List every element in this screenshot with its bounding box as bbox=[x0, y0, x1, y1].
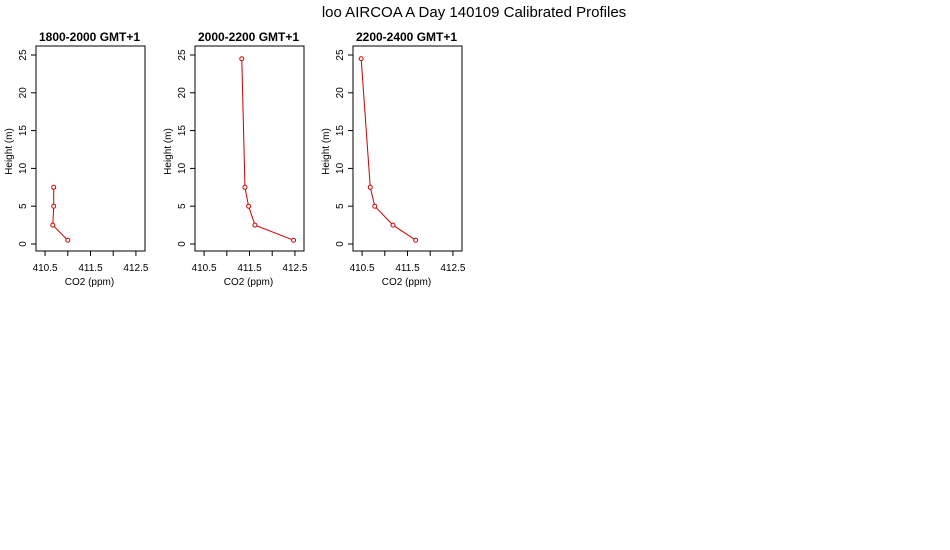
panel-title: 2200-2400 GMT+1 bbox=[356, 30, 457, 44]
data-point bbox=[358, 56, 364, 62]
plot-frame bbox=[35, 45, 146, 252]
x-tick-label: 411.5 bbox=[395, 263, 420, 274]
data-point bbox=[51, 184, 57, 190]
profile-line bbox=[52, 187, 69, 241]
profile-line bbox=[241, 58, 294, 241]
y-tick-label: 0 bbox=[177, 241, 188, 247]
y-tick-label: 20 bbox=[335, 87, 346, 99]
y-tick-label: 0 bbox=[335, 241, 346, 247]
y-tick-label: 10 bbox=[177, 162, 188, 174]
data-point bbox=[50, 222, 56, 228]
data-point bbox=[367, 184, 373, 190]
x-tick-label: 411.5 bbox=[237, 263, 262, 274]
x-tick-label: 412.5 bbox=[123, 263, 148, 274]
data-point bbox=[65, 237, 71, 243]
profile-panel: 1800-2000 GMT+1 410.5 411.5 412.5 CO2 (ppm) 0… bbox=[4, 30, 149, 288]
page-title: loo AIRCOA A Day 140109 Calibrated Profi… bbox=[322, 4, 626, 21]
x-tick-label: 412.5 bbox=[282, 263, 307, 274]
x-axis-label: CO2 (ppm) bbox=[65, 277, 114, 288]
x-tick-label: 410.5 bbox=[192, 263, 217, 274]
profile-panel: 2000-2200 GMT+1 410.5 411.5 412.5 CO2 (ppm) 0… bbox=[163, 30, 308, 288]
data-point bbox=[239, 56, 245, 62]
x-tick-label: 412.5 bbox=[440, 263, 465, 274]
data-point bbox=[246, 203, 252, 209]
plot-frame bbox=[352, 45, 463, 252]
x-axis-label: CO2 (ppm) bbox=[382, 277, 431, 288]
y-tick-label: 15 bbox=[177, 125, 188, 137]
y-tick-label: 5 bbox=[177, 203, 188, 209]
y-tick-label: 25 bbox=[335, 49, 346, 61]
y-tick-label: 15 bbox=[335, 125, 346, 137]
data-point bbox=[291, 237, 297, 243]
y-tick-label: 5 bbox=[335, 203, 346, 209]
y-axis-label: Height (m) bbox=[163, 128, 174, 175]
y-tick-label: 10 bbox=[335, 162, 346, 174]
data-point bbox=[390, 222, 396, 228]
y-axis-label: Height (m) bbox=[4, 128, 15, 175]
data-point bbox=[252, 222, 258, 228]
y-tick-label: 0 bbox=[18, 241, 29, 247]
y-tick-label: 5 bbox=[18, 203, 29, 209]
data-point bbox=[413, 237, 419, 243]
x-axis-label: CO2 (ppm) bbox=[224, 277, 273, 288]
y-tick-label: 20 bbox=[177, 87, 188, 99]
y-tick-label: 20 bbox=[18, 87, 29, 99]
x-tick-label: 410.5 bbox=[33, 263, 58, 274]
data-point bbox=[242, 184, 248, 190]
data-point bbox=[51, 203, 57, 209]
y-axis-label: Height (m) bbox=[321, 128, 332, 175]
chart-panels: 1800-2000 GMT+1 410.5 411.5 412.5 CO2 (ppm) 0… bbox=[4, 30, 466, 288]
panel-title: 2000-2200 GMT+1 bbox=[198, 30, 299, 44]
x-tick-label: 411.5 bbox=[78, 263, 103, 274]
plot-frame bbox=[194, 45, 305, 252]
panel-title: 1800-2000 GMT+1 bbox=[39, 30, 140, 44]
data-point bbox=[372, 203, 378, 209]
y-tick-label: 10 bbox=[18, 162, 29, 174]
y-tick-label: 15 bbox=[18, 125, 29, 137]
x-tick-label: 410.5 bbox=[350, 263, 375, 274]
y-tick-label: 25 bbox=[177, 49, 188, 61]
y-tick-label: 25 bbox=[18, 49, 29, 61]
profile-line bbox=[360, 58, 416, 241]
profile-panel: 2200-2400 GMT+1 410.5 411.5 412.5 CO2 (ppm) 0… bbox=[321, 30, 466, 288]
